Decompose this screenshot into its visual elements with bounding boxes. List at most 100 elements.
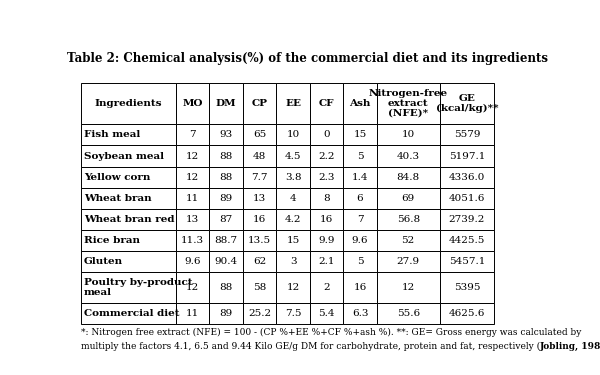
Bar — [343, 303, 377, 324]
Text: DM: DM — [216, 99, 236, 108]
Text: 16: 16 — [320, 215, 333, 224]
Bar — [176, 124, 209, 146]
Text: 9.6: 9.6 — [184, 257, 201, 266]
Bar — [176, 188, 209, 209]
Text: 65: 65 — [253, 130, 266, 140]
Text: Wheat bran red: Wheat bran red — [84, 215, 175, 224]
Bar — [176, 82, 209, 124]
Bar — [343, 209, 377, 230]
Bar — [440, 272, 494, 303]
Text: 5395: 5395 — [454, 283, 480, 292]
Text: 7.5: 7.5 — [285, 309, 301, 318]
Bar — [209, 230, 243, 251]
Text: 5197.1: 5197.1 — [449, 152, 485, 160]
Text: 4051.6: 4051.6 — [449, 194, 485, 202]
Bar — [440, 188, 494, 209]
Bar — [310, 82, 343, 124]
Bar — [209, 209, 243, 230]
Text: 84.8: 84.8 — [397, 172, 420, 182]
Text: 88.7: 88.7 — [215, 236, 238, 245]
Text: 4: 4 — [290, 194, 296, 202]
Text: Poultry by-product
meal: Poultry by-product meal — [84, 278, 193, 297]
Text: Ash: Ash — [349, 99, 371, 108]
Bar — [176, 209, 209, 230]
Bar — [243, 251, 277, 272]
Bar — [343, 166, 377, 188]
Bar — [209, 124, 243, 146]
Text: 12: 12 — [401, 283, 415, 292]
Bar — [176, 303, 209, 324]
Bar — [176, 230, 209, 251]
Text: 69: 69 — [401, 194, 415, 202]
Text: 27.9: 27.9 — [397, 257, 420, 266]
Bar — [440, 230, 494, 251]
Bar — [310, 146, 343, 166]
Text: Commercial diet: Commercial diet — [84, 309, 179, 318]
Text: 5.4: 5.4 — [319, 309, 335, 318]
Text: Soybean meal: Soybean meal — [84, 152, 164, 160]
Bar — [440, 209, 494, 230]
Text: 6.3: 6.3 — [352, 309, 368, 318]
Text: 7: 7 — [190, 130, 196, 140]
Text: 12: 12 — [186, 152, 199, 160]
Bar — [243, 166, 277, 188]
Text: 15: 15 — [353, 130, 367, 140]
Bar — [310, 166, 343, 188]
Bar — [243, 188, 277, 209]
Text: EE: EE — [285, 99, 301, 108]
Bar — [176, 146, 209, 166]
Bar — [209, 166, 243, 188]
Bar — [277, 251, 310, 272]
Bar — [377, 209, 440, 230]
Text: 10: 10 — [286, 130, 300, 140]
Text: Gluten: Gluten — [84, 257, 123, 266]
Bar — [310, 272, 343, 303]
Text: 4.5: 4.5 — [285, 152, 301, 160]
Bar — [209, 146, 243, 166]
Text: 55.6: 55.6 — [397, 309, 420, 318]
Bar — [343, 82, 377, 124]
Text: 89: 89 — [220, 309, 233, 318]
Text: 2.1: 2.1 — [319, 257, 335, 266]
Text: 93: 93 — [220, 130, 233, 140]
Bar — [277, 230, 310, 251]
Bar — [209, 303, 243, 324]
Text: 11.3: 11.3 — [181, 236, 204, 245]
Bar — [377, 230, 440, 251]
Bar — [440, 166, 494, 188]
Text: 89: 89 — [220, 194, 233, 202]
Text: 52: 52 — [401, 236, 415, 245]
Bar — [377, 188, 440, 209]
Text: *: Nitrogen free extract (NFE) = 100 - (CP %+EE %+CF %+ash %). **: GE= Gross ene: *: Nitrogen free extract (NFE) = 100 - (… — [80, 328, 581, 337]
Text: 10: 10 — [401, 130, 415, 140]
Bar — [377, 303, 440, 324]
Bar — [310, 209, 343, 230]
Bar — [80, 230, 176, 251]
Bar — [440, 303, 494, 324]
Text: 87: 87 — [220, 215, 233, 224]
Text: Ingredients: Ingredients — [94, 99, 162, 108]
Bar — [277, 82, 310, 124]
Bar — [176, 272, 209, 303]
Bar — [343, 146, 377, 166]
Bar — [243, 146, 277, 166]
Bar — [80, 166, 176, 188]
Bar — [310, 188, 343, 209]
Bar — [243, 124, 277, 146]
Text: 16: 16 — [253, 215, 266, 224]
Bar — [310, 303, 343, 324]
Text: GE
(kcal/kg)**: GE (kcal/kg)** — [436, 94, 499, 113]
Bar — [80, 209, 176, 230]
Bar — [176, 166, 209, 188]
Text: 4.2: 4.2 — [285, 215, 301, 224]
Text: 4425.5: 4425.5 — [449, 236, 485, 245]
Text: 5: 5 — [357, 152, 364, 160]
Text: Rice bran: Rice bran — [84, 236, 140, 245]
Text: 11: 11 — [186, 309, 199, 318]
Text: 11: 11 — [186, 194, 199, 202]
Bar — [277, 272, 310, 303]
Text: 13.5: 13.5 — [248, 236, 271, 245]
Bar — [277, 124, 310, 146]
Text: 3.8: 3.8 — [285, 172, 301, 182]
Bar — [343, 251, 377, 272]
